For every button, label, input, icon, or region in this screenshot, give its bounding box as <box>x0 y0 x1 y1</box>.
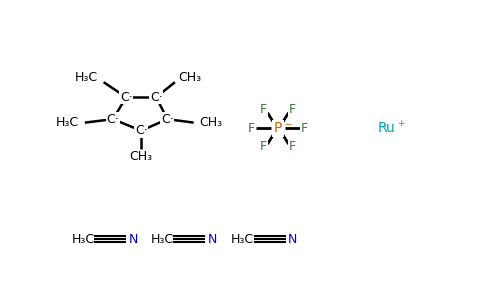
Text: F: F <box>289 103 296 116</box>
Text: P: P <box>274 122 282 135</box>
Text: N: N <box>129 233 138 246</box>
Text: F: F <box>260 103 267 116</box>
Text: N: N <box>208 233 217 246</box>
Text: CH₃: CH₃ <box>130 150 153 163</box>
Text: CH₃: CH₃ <box>199 116 223 129</box>
Text: F: F <box>289 140 296 153</box>
Text: F: F <box>260 140 267 153</box>
Text: F: F <box>248 122 256 135</box>
Text: C·: C· <box>135 124 148 137</box>
Text: C·: C· <box>120 91 133 104</box>
Text: C·: C· <box>106 113 120 126</box>
Text: −: − <box>285 119 292 128</box>
Text: F: F <box>301 122 308 135</box>
Text: CH₃: CH₃ <box>179 71 202 84</box>
Text: H₃C: H₃C <box>72 233 95 246</box>
Text: C·: C· <box>161 113 174 126</box>
Text: +: + <box>397 119 405 128</box>
Text: H₃C: H₃C <box>75 71 98 84</box>
Text: H₃C: H₃C <box>56 116 79 129</box>
Text: H₃C: H₃C <box>151 233 174 246</box>
Text: Ru: Ru <box>378 122 396 135</box>
Text: N: N <box>288 233 298 246</box>
Text: H₃C: H₃C <box>231 233 254 246</box>
Text: C·: C· <box>150 91 163 104</box>
